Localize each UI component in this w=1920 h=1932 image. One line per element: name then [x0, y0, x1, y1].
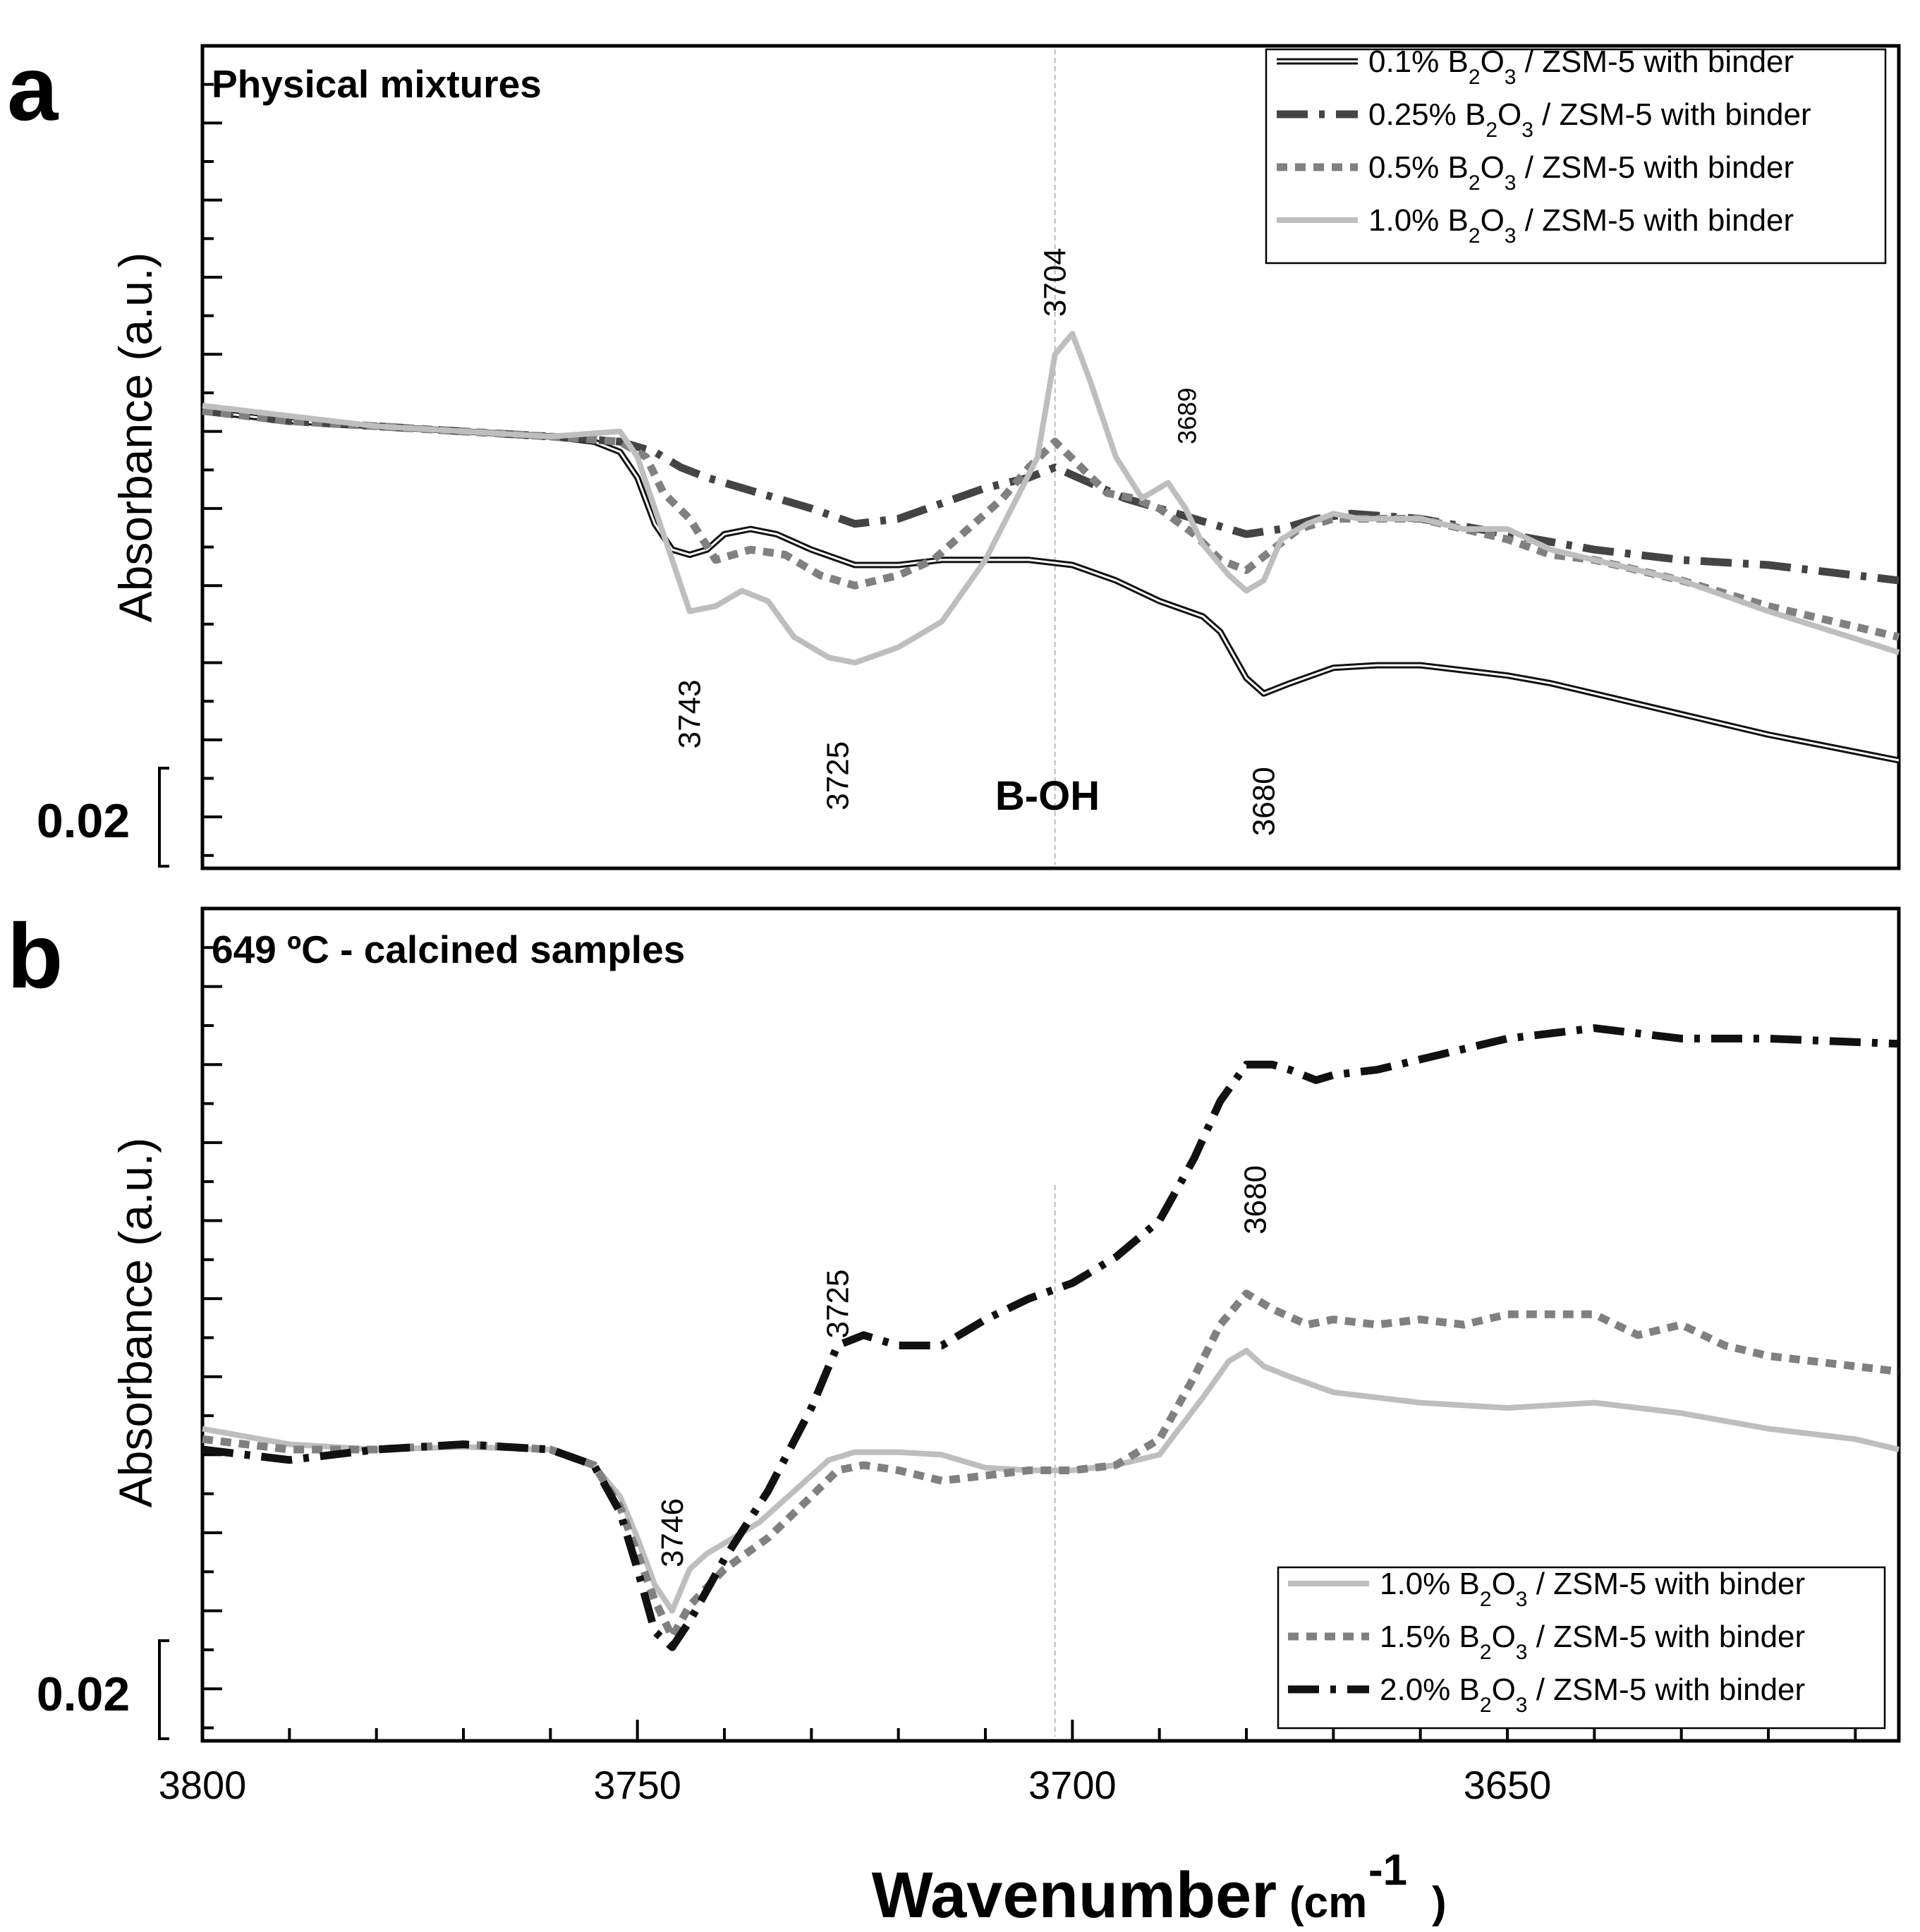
peak-label-3743: 3743: [673, 679, 707, 748]
panel-b-label: b: [7, 904, 63, 1007]
panel-a-y-ticks: [202, 83, 222, 857]
panel-b-title: 649 ºC - calcined samples: [212, 928, 685, 971]
legend-text: / ZSM-5 with binder: [1516, 150, 1794, 185]
legend-label: 1.0% B2O3 / ZSM-5 with binder: [1380, 1567, 1805, 1611]
x-axis-ticks: 3800 3750 3700 3650: [159, 1720, 1857, 1807]
legend-text: O: [1481, 203, 1505, 238]
panel-b: 3800 3750 3700 3650 3746 3725 3680 b 649 ºC -…: [7, 904, 1901, 1807]
legend-text: 1.0% B: [1380, 1567, 1480, 1601]
legend-text: / ZSM-5 with binder: [1527, 1672, 1805, 1707]
panel-a-title: Physical mixtures: [212, 62, 542, 106]
legend-text: 0.1% B: [1368, 44, 1469, 79]
x-axis-unit-close: ): [1432, 1878, 1447, 1927]
panel-b-y-axis-label: Absorbance (a.u.): [109, 1138, 162, 1508]
legend-text: 0.5% B: [1368, 150, 1469, 185]
panel-b-scale-bar: 0.02: [37, 1639, 169, 1740]
legend-label: 1.5% B2O3 / ZSM-5 with binder: [1380, 1620, 1805, 1664]
panel-b-y-ticks: [202, 946, 222, 1730]
x-tick-label-3650: 3650: [1464, 1763, 1552, 1807]
panel-a-legend-box: [1265, 48, 1887, 265]
series-line-10B: [202, 1347, 1900, 1614]
panel-b-legend-box: [1277, 1566, 1886, 1730]
legend-label: 2.0% B2O3 / ZSM-5 with binder: [1380, 1672, 1805, 1717]
panel-a-series: [202, 331, 1900, 764]
legend-text: O: [1492, 1567, 1516, 1601]
legend-text: O: [1481, 44, 1505, 79]
legend-text: 1.0% B: [1368, 203, 1469, 238]
legend-subscript: 2: [1469, 66, 1481, 89]
series-line-01B: [202, 407, 1900, 764]
panel-b-scale-bar-value: 0.02: [37, 1667, 130, 1721]
legend-text: 2.0% B: [1380, 1672, 1480, 1707]
legend-text: O: [1481, 150, 1505, 185]
legend-text: / ZSM-5 with binder: [1527, 1620, 1805, 1654]
x-axis-unit-exponent: -1: [1368, 1846, 1407, 1895]
legend-subscript: 2: [1480, 1588, 1492, 1611]
legend-subscript: 2: [1485, 119, 1497, 142]
legend-text: / ZSM-5 with binder: [1533, 97, 1811, 132]
legend-subscript: 2: [1469, 224, 1481, 248]
panel-b-scale-bar-line: [158, 1639, 169, 1740]
legend-text: 1.5% B: [1380, 1620, 1480, 1654]
peak-label-3725: 3725: [820, 741, 855, 810]
series-line-10B: [202, 331, 1900, 666]
panel-a-frame: [200, 44, 1901, 870]
panel-a-peak-labels: 3704 3689 3743 3725 3680: [673, 248, 1282, 836]
legend-subscript: 3: [1516, 1641, 1528, 1664]
peak-label-3725: 3725: [820, 1270, 855, 1339]
peak-label-3689: 3689: [1173, 388, 1202, 444]
legend-subscript: 3: [1505, 171, 1517, 195]
x-axis-unit-open: (cm: [1289, 1878, 1367, 1927]
b-oh-label: B-OH: [995, 773, 1100, 819]
x-tick-label-3700: 3700: [1028, 1763, 1117, 1807]
x-tick-label-3800: 3800: [159, 1763, 247, 1807]
series-line-025B: [202, 406, 1900, 585]
legend-label: 0.5% B2O3 / ZSM-5 with binder: [1368, 150, 1794, 195]
series-line-05B: [202, 406, 1900, 641]
legend-label: 1.0% B2O3 / ZSM-5 with binder: [1368, 203, 1794, 248]
legend-subscript: 3: [1516, 1694, 1528, 1717]
panel-a-label: a: [7, 37, 59, 140]
legend-text: 0.25% B: [1368, 97, 1485, 132]
peak-label-3680: 3680: [1247, 767, 1282, 836]
panel-a-y-axis-label: Absorbance (a.u.): [109, 253, 162, 623]
legend-label: 0.1% B2O3 / ZSM-5 with binder: [1368, 44, 1794, 89]
panel-b-peak-labels: 3746 3725 3680: [655, 1165, 1272, 1567]
series-line-20B: [202, 1024, 1900, 1651]
legend-subscript: 3: [1505, 224, 1517, 248]
panel-a-scale-bar-line: [158, 767, 169, 868]
legend-subscript: 3: [1521, 119, 1533, 142]
panel-b-series: [202, 1024, 1900, 1651]
panel-b-frame: [200, 906, 1901, 1743]
series-line-15B: [202, 1289, 1900, 1641]
legend-text: / ZSM-5 with binder: [1516, 44, 1794, 79]
legend-subscript: 3: [1505, 66, 1517, 89]
peak-label-3704: 3704: [1038, 248, 1073, 317]
legend-subscript: 2: [1480, 1694, 1492, 1717]
peak-label-3746: 3746: [655, 1498, 690, 1567]
panel-a-scale-bar-value: 0.02: [37, 794, 130, 848]
legend-text: / ZSM-5 with binder: [1527, 1567, 1805, 1601]
x-tick-label-3750: 3750: [593, 1763, 681, 1807]
legend-text: O: [1497, 97, 1521, 132]
legend-text: / ZSM-5 with binder: [1516, 203, 1794, 238]
legend-subscript: 2: [1480, 1641, 1492, 1664]
peak-label-3680: 3680: [1238, 1165, 1272, 1234]
legend-text: O: [1492, 1672, 1516, 1707]
legend-label: 0.25% B2O3 / ZSM-5 with binder: [1368, 97, 1811, 142]
x-axis-title: Wavenumber: [872, 1859, 1277, 1931]
panel-a: 3704 3689 3743 3725 3680 a Physical mixtures…: [7, 37, 1901, 870]
legend-subscript: 3: [1516, 1588, 1528, 1611]
legend-text: O: [1492, 1620, 1516, 1654]
legend-subscript: 2: [1469, 171, 1481, 195]
panel-a-scale-bar: 0.02: [37, 767, 169, 868]
